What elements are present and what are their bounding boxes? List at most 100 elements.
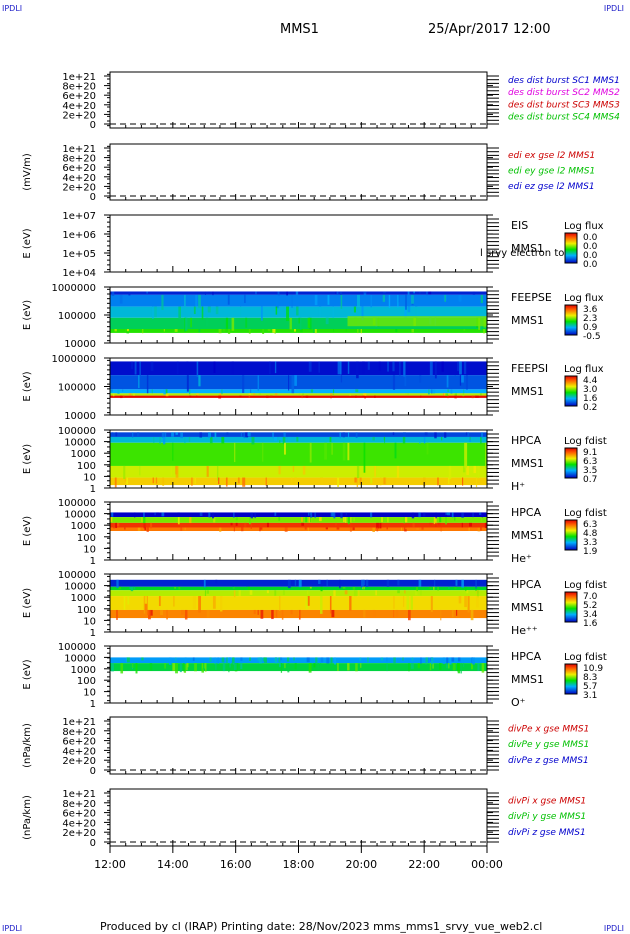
panel-8-colorbar-title: Log fdist bbox=[564, 580, 607, 591]
panel-7-streak-18 bbox=[386, 517, 389, 523]
panel-10-ytick-label-0: 1e+21 bbox=[62, 717, 96, 728]
panel-8-band-0 bbox=[110, 579, 487, 587]
panel-4-colorbar-value-2: 0.9 bbox=[583, 323, 598, 333]
panel-5-streak-73 bbox=[454, 393, 457, 396]
panel-3-instrument-0: EIS bbox=[511, 219, 528, 232]
panel-5-streak-9 bbox=[429, 361, 433, 376]
panel-7-streak-31 bbox=[259, 527, 261, 532]
corner-label-top-left: IPDLI bbox=[2, 4, 23, 13]
panel-4-streak-27 bbox=[190, 317, 192, 328]
panel-7-ytick-label-2: 1000 bbox=[71, 521, 96, 532]
panel-2-legend-1: edi ey gse l2 MMS1 bbox=[508, 167, 595, 177]
panel-7-streak-17 bbox=[309, 517, 312, 523]
panel-9-streak-113 bbox=[120, 663, 124, 674]
panel-4-streak-4 bbox=[151, 306, 154, 319]
panel-9-streak-47 bbox=[257, 657, 260, 661]
panel-6-streak-52 bbox=[324, 442, 327, 460]
panel-5-streak-48 bbox=[462, 393, 465, 397]
panel-9-streak-12 bbox=[284, 663, 286, 669]
panel-8-streak-77 bbox=[127, 596, 130, 605]
panel-5-streak-111 bbox=[399, 361, 401, 376]
panel-7-streak-89 bbox=[423, 512, 426, 517]
panel-4-streak-82 bbox=[245, 317, 248, 328]
panel-9-streak-0 bbox=[286, 657, 290, 662]
panel-4-colorbar-title: Log flux bbox=[564, 293, 604, 304]
panel-7-streak-13 bbox=[404, 517, 408, 523]
panel-8-streak-74 bbox=[306, 596, 310, 606]
panel-9-streak-68 bbox=[367, 657, 369, 663]
panel-9-streak-91 bbox=[347, 663, 350, 671]
panel-6-streak-111 bbox=[172, 442, 174, 461]
panel-9-streak-56 bbox=[236, 663, 239, 669]
panel-6-streak-85 bbox=[337, 477, 340, 487]
panel-1-legend-2: des dist burst SC3 MMS3 bbox=[508, 100, 620, 110]
panel-7-streak-113 bbox=[319, 517, 322, 522]
panel-6-streak-37 bbox=[292, 465, 295, 472]
panel-9-streak-38 bbox=[226, 657, 230, 663]
panel-9-streak-104 bbox=[229, 657, 232, 661]
panel-8-streak-62 bbox=[470, 609, 474, 621]
panel-6-streak-96 bbox=[354, 477, 357, 483]
panel-4-streak-103 bbox=[275, 294, 279, 309]
panel-9-streak-116 bbox=[420, 657, 422, 664]
panel-7-streak-59 bbox=[461, 522, 463, 528]
panel-7-streak-63 bbox=[189, 517, 192, 524]
panel-9-streak-67 bbox=[164, 663, 166, 669]
panel-5-streak-66 bbox=[258, 393, 262, 395]
panel-8-streak-82 bbox=[238, 590, 241, 596]
panel-4-streak-10 bbox=[370, 294, 372, 308]
panel-4-streak-55 bbox=[404, 306, 407, 318]
panel-7-instrument-1: MMS1 bbox=[511, 529, 544, 542]
panel-7-streak-104 bbox=[211, 512, 215, 519]
panel-9-streak-84 bbox=[168, 657, 172, 665]
panel-5-streak-105 bbox=[218, 395, 221, 399]
panel-4-streak-107 bbox=[426, 291, 428, 296]
panel-6-streak-28 bbox=[363, 442, 366, 473]
panel-7-streak-40 bbox=[308, 512, 310, 516]
panel-4-streak-20 bbox=[325, 317, 329, 325]
panel-4-streak-90 bbox=[163, 329, 165, 332]
panel-4-streak-26 bbox=[357, 329, 359, 334]
panel-8-streak-27 bbox=[344, 590, 348, 595]
panel-5-colorbar bbox=[564, 375, 578, 407]
panel-5-streak-106 bbox=[146, 375, 149, 394]
panel-6-streak-14 bbox=[115, 432, 118, 437]
panel-7-streak-14 bbox=[400, 527, 403, 531]
panel-8-streak-84 bbox=[410, 596, 413, 610]
panel-9-streak-87 bbox=[386, 657, 388, 662]
panel-5-streak-94 bbox=[198, 375, 201, 387]
panel-4-streak-116 bbox=[298, 317, 300, 324]
panel-8-streak-113 bbox=[466, 590, 469, 594]
panel-5-streak-14 bbox=[139, 361, 141, 377]
panel-1-ytick-label-4: 2e+20 bbox=[62, 110, 96, 121]
panel-7-streak-78 bbox=[468, 527, 470, 531]
panel-6-streak-33 bbox=[370, 477, 373, 484]
panel-5-streak-1 bbox=[349, 393, 351, 396]
panel-7-streak-53 bbox=[208, 512, 211, 518]
panel-8-streak-119 bbox=[232, 586, 234, 590]
panel-5-streak-36 bbox=[288, 375, 290, 391]
panel-4-streak-89 bbox=[286, 291, 288, 296]
panel-7-streak-91 bbox=[124, 527, 126, 530]
panel-11-ytick-label-3: 4e+20 bbox=[62, 818, 96, 829]
panel-7-streak-46 bbox=[479, 527, 482, 531]
panel-5-streak-108 bbox=[419, 375, 422, 383]
panel-5-streak-117 bbox=[356, 361, 359, 379]
panel-7-streak-98 bbox=[440, 527, 442, 532]
panel-7-ytick-label-4: 10 bbox=[83, 544, 96, 555]
panel-7-streak-19 bbox=[233, 527, 235, 532]
panel-4-streak-53 bbox=[240, 306, 242, 317]
panel-6-band-2 bbox=[110, 442, 487, 466]
panel-9-streak-75 bbox=[217, 657, 219, 664]
panel-3-colorbar-value-1: 0.0 bbox=[583, 242, 598, 252]
panel-5-streak-115 bbox=[457, 361, 460, 372]
panel-4-streak-63 bbox=[111, 291, 115, 296]
x-tick-label-3: 18:00 bbox=[283, 858, 315, 871]
panel-2 bbox=[104, 143, 499, 201]
panel-6-streak-77 bbox=[114, 477, 117, 488]
panel-7-colorbar-value-2: 3.3 bbox=[583, 538, 597, 548]
panel-9-streak-44 bbox=[408, 663, 410, 672]
panel-7-streak-108 bbox=[113, 522, 115, 529]
panel-1-legend-1: des dist burst SC2 MMS2 bbox=[508, 88, 620, 98]
